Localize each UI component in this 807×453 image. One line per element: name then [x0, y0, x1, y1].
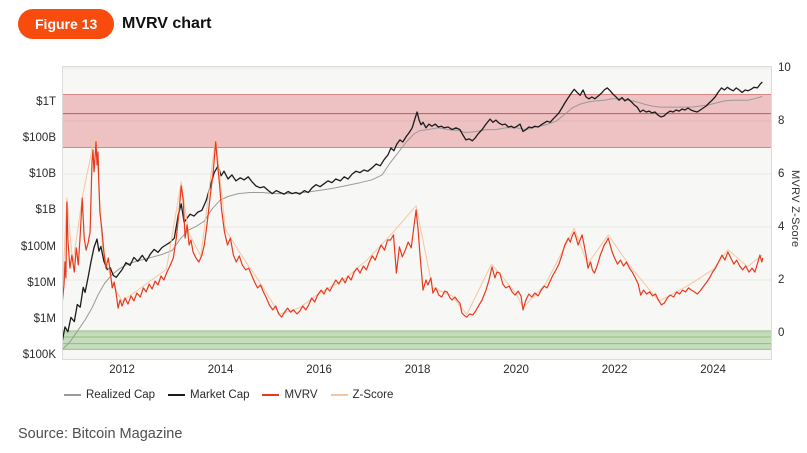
source-text: Source: Bitcoin Magazine: [18, 426, 183, 442]
y-right-tick-label: 6: [778, 168, 785, 180]
figure-badge: Figure 13: [18, 9, 115, 39]
legend-label: Z-Score: [352, 389, 394, 401]
chart-area: $1T $100B $10B $1B $100M $10M $1M $100K 10 8 6 4 2 0…: [20, 62, 801, 376]
y-right-tick-label: 0: [778, 327, 785, 339]
y-left-tick-label: $100M: [20, 240, 56, 253]
chart-plot: [62, 66, 772, 360]
chart-legend: Realized Cap Market Cap MVRV Z-Score: [64, 389, 393, 401]
legend-label: Realized Cap: [86, 389, 156, 401]
series-mvrv-line: [62, 141, 764, 318]
plot-border: [62, 66, 772, 360]
legend-line-swatch: [168, 394, 186, 396]
y-right-tick-label: 8: [778, 115, 785, 127]
legend-line-swatch: [262, 394, 280, 396]
x-tick-label: 2016: [306, 364, 332, 376]
x-tick-label: 2014: [207, 364, 234, 376]
y-left-tick-label: $10M: [27, 276, 56, 289]
legend-line-swatch: [330, 394, 348, 396]
right-axis-title: MVRV Z-Score: [789, 170, 801, 248]
y-left-tick-label: $1T: [36, 95, 56, 108]
y-left-tick-label: $1M: [33, 312, 56, 325]
legend-label: Market Cap: [190, 389, 250, 401]
legend-item-realized-cap: Realized Cap: [64, 389, 155, 401]
legend-item-market-cap: Market Cap: [168, 389, 249, 401]
y-left-tick-label: $1B: [35, 204, 56, 217]
y-left-tick-label: $10B: [29, 168, 56, 181]
y-right-tick-label: 10: [778, 62, 791, 74]
y-left-tick-label: $100K: [22, 349, 56, 362]
legend-item-mvrv: MVRV: [262, 389, 318, 401]
undervalued-zone-band: [62, 330, 772, 350]
x-tick-label: 2020: [503, 364, 529, 376]
figure-title: MVRV chart: [122, 15, 212, 32]
x-tick-label: 2022: [601, 364, 628, 376]
legend-item-z-score: Z-Score: [330, 389, 394, 401]
overvalued-zone-band: [62, 94, 772, 148]
legend-label: MVRV: [284, 389, 318, 401]
y-right-tick-label: 2: [778, 274, 785, 286]
y-right-tick-label: 4: [778, 221, 785, 233]
legend-line-swatch: [64, 394, 81, 396]
series-realized-cap-line: [62, 95, 763, 351]
x-tick-label: 2018: [404, 364, 431, 376]
y-left-tick-label: $100B: [22, 131, 56, 144]
x-tick-label: 2012: [109, 364, 135, 376]
x-tick-label: 2024: [700, 364, 726, 376]
